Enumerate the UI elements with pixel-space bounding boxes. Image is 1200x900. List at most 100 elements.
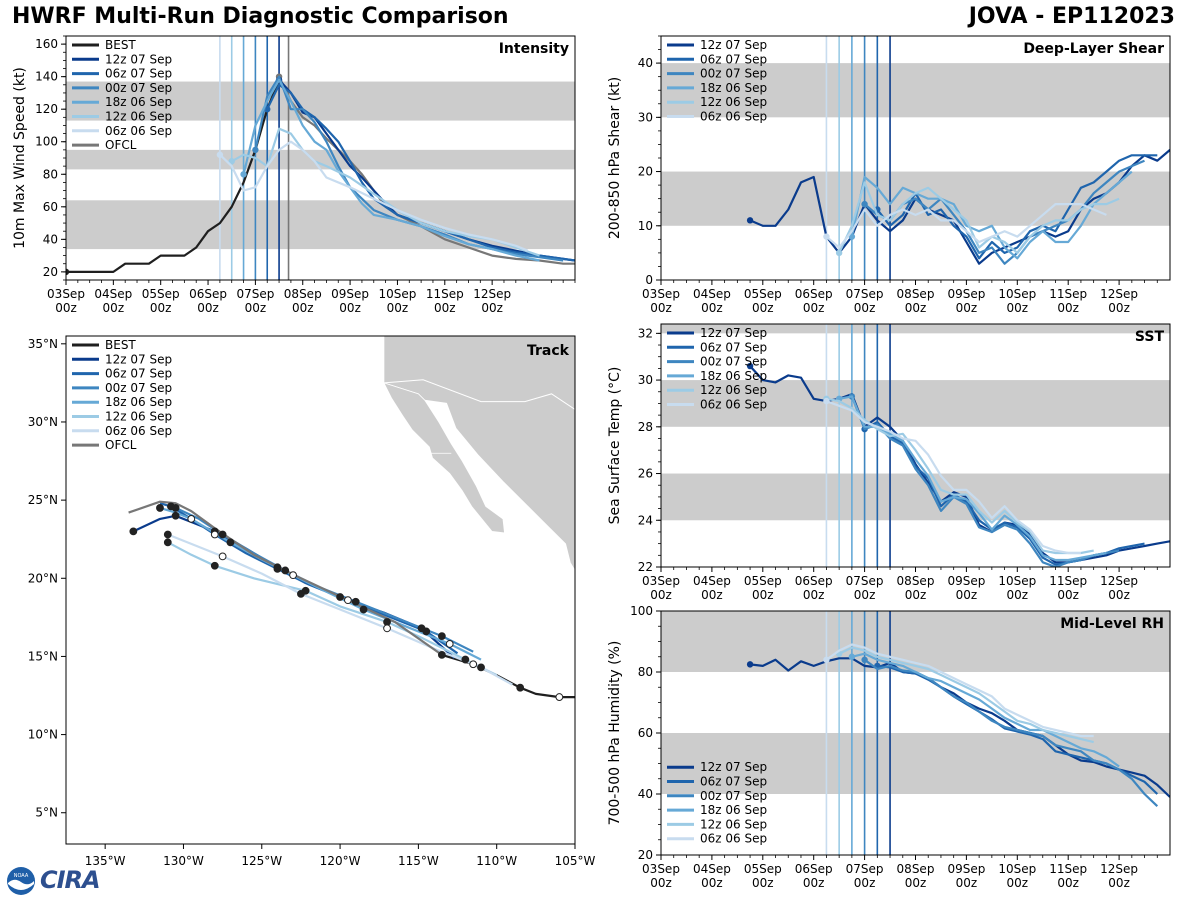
legend-label: 18z 06 Sep [700,81,767,95]
track-lines [128,500,575,701]
track-position-marker [289,571,297,580]
legend-label: 06z 06 Sep [700,110,767,124]
series-start-marker [746,362,754,370]
x-tick-label-hour: 00z [905,588,927,602]
x-tick-label-date: 11Sep [426,287,464,301]
track-position-marker [516,683,525,692]
cira-logo: NOAA CIRA [6,866,116,896]
legend-label: 18z 06 Sep [700,803,767,817]
x-tick-label-date: 06Sep [795,574,833,588]
series-start-marker [823,397,830,405]
shade-band-2 [661,324,1170,334]
x-tick-label: 125°W [241,854,282,868]
x-tick-label: 105°W [555,854,596,868]
x-tick-label-date: 07Sep [846,574,884,588]
x-tick-label-date: 07Sep [846,862,884,876]
track-position-marker [218,530,227,539]
track-position-marker [218,552,227,561]
x-tick-label-date: 03Sep [642,574,680,588]
panel-rh: 2040608010003Sep00z04Sep00z05Sep00z06Sep… [607,604,1171,890]
x-tick-label-date: 10Sep [998,287,1036,301]
x-tick-label-date: 05Sep [744,574,782,588]
x-tick-label-hour: 00z [481,301,503,315]
track-position-marker [422,627,431,636]
x-tick-label-date: 09Sep [331,287,369,301]
x-tick-label-hour: 00z [103,301,125,315]
x-tick-label-hour: 00z [905,301,927,315]
series-line-06z-06-Sep [826,400,1081,555]
y-tick-label: 28 [638,420,653,434]
x-tick-label-hour: 00z [701,588,723,602]
storm-id: JOVA - EP112023 [968,4,1175,29]
legend-label: 00z 07 Sep [700,355,767,369]
x-tick-label-hour: 00z [55,301,77,315]
x-tick-label-hour: 00z [650,876,672,890]
track-position-marker [273,564,282,573]
y-axis-label: 10m Max Wind Speed (kt) [12,67,28,249]
legend-label: 12z 07 Sep [700,760,767,774]
panel-shear: 01020304003Sep00z04Sep00z05Sep00z06Sep00… [607,35,1171,315]
y-tick-label: 15°N [28,649,58,663]
x-tick-label-hour: 00z [1108,876,1130,890]
series-start-marker [823,233,830,240]
track-position-marker [210,530,219,539]
series-line-12z-06-Sep [231,127,540,257]
series-line-00z-07-Sep [850,396,1120,567]
legend-label: 06z 06 Sep [700,832,767,846]
legend-label: 18z 06 Sep [105,95,172,109]
x-tick-label-date: 04Sep [94,287,132,301]
x-tick-label-date: 03Sep [642,287,680,301]
track-position-marker [171,504,180,512]
track-position-marker [383,624,391,633]
series-start-marker [861,200,868,208]
series-start-marker [216,151,224,158]
y-tick-label: 5°N [35,806,58,820]
x-tick-label-date: 05Sep [744,862,782,876]
x-tick-label-date: 05Sep [744,287,782,301]
legend-label: 12z 06 Sep [105,110,172,124]
legend-label: 06z 07 Sep [700,775,767,789]
x-tick-label-date: 04Sep [693,287,731,301]
x-tick-label-date: 10Sep [378,287,416,301]
x-tick-label-date: 09Sep [947,862,985,876]
legend-label: 12z 07 Sep [700,38,767,52]
panel-title: Deep-Layer Shear [1023,41,1164,57]
track-position-marker [129,527,138,536]
x-tick-label-date: 10Sep [998,574,1036,588]
track-position-marker [187,514,196,523]
y-tick-label: 22 [638,560,653,574]
y-tick-label: 26 [638,467,653,481]
series-start-marker [848,653,856,660]
x-tick-label-date: 09Sep [947,574,985,588]
legend-label: 06z 07 Sep [105,67,172,81]
x-tick-label-date: 11Sep [1049,574,1087,588]
series-line-00z-07-Sep [863,159,1145,265]
legend-label: BEST [105,338,136,352]
series-start-marker [746,661,754,668]
y-axis-label: Sea Surface Temp (°C) [607,367,623,525]
x-tick-label-hour: 00z [650,588,672,602]
panel-title: Track [527,343,570,359]
track-position-marker [281,566,290,575]
series-start-marker [228,158,235,165]
shade-band-1 [661,380,1170,427]
track-position-marker [156,504,164,512]
axes-frame [65,335,576,845]
land-baja [383,382,505,534]
legend-label: OFCL [105,438,137,452]
x-tick-label-hour: 00z [752,588,774,602]
y-tick-label: 140 [35,70,58,84]
x-tick-label: 135°W [85,854,126,868]
track-position-marker [437,650,446,659]
series-start-marker [252,146,259,154]
shade-band-0 [661,473,1170,521]
track-position-marker [297,590,305,598]
legend-label: 18z 06 Sep [700,369,767,383]
x-tick-label-hour: 00z [752,301,774,315]
y-tick-label: 0 [645,273,653,287]
x-tick-label-date: 11Sep [1049,862,1087,876]
legend-label: BEST [105,38,136,52]
legend-label: 12z 07 Sep [700,326,767,340]
